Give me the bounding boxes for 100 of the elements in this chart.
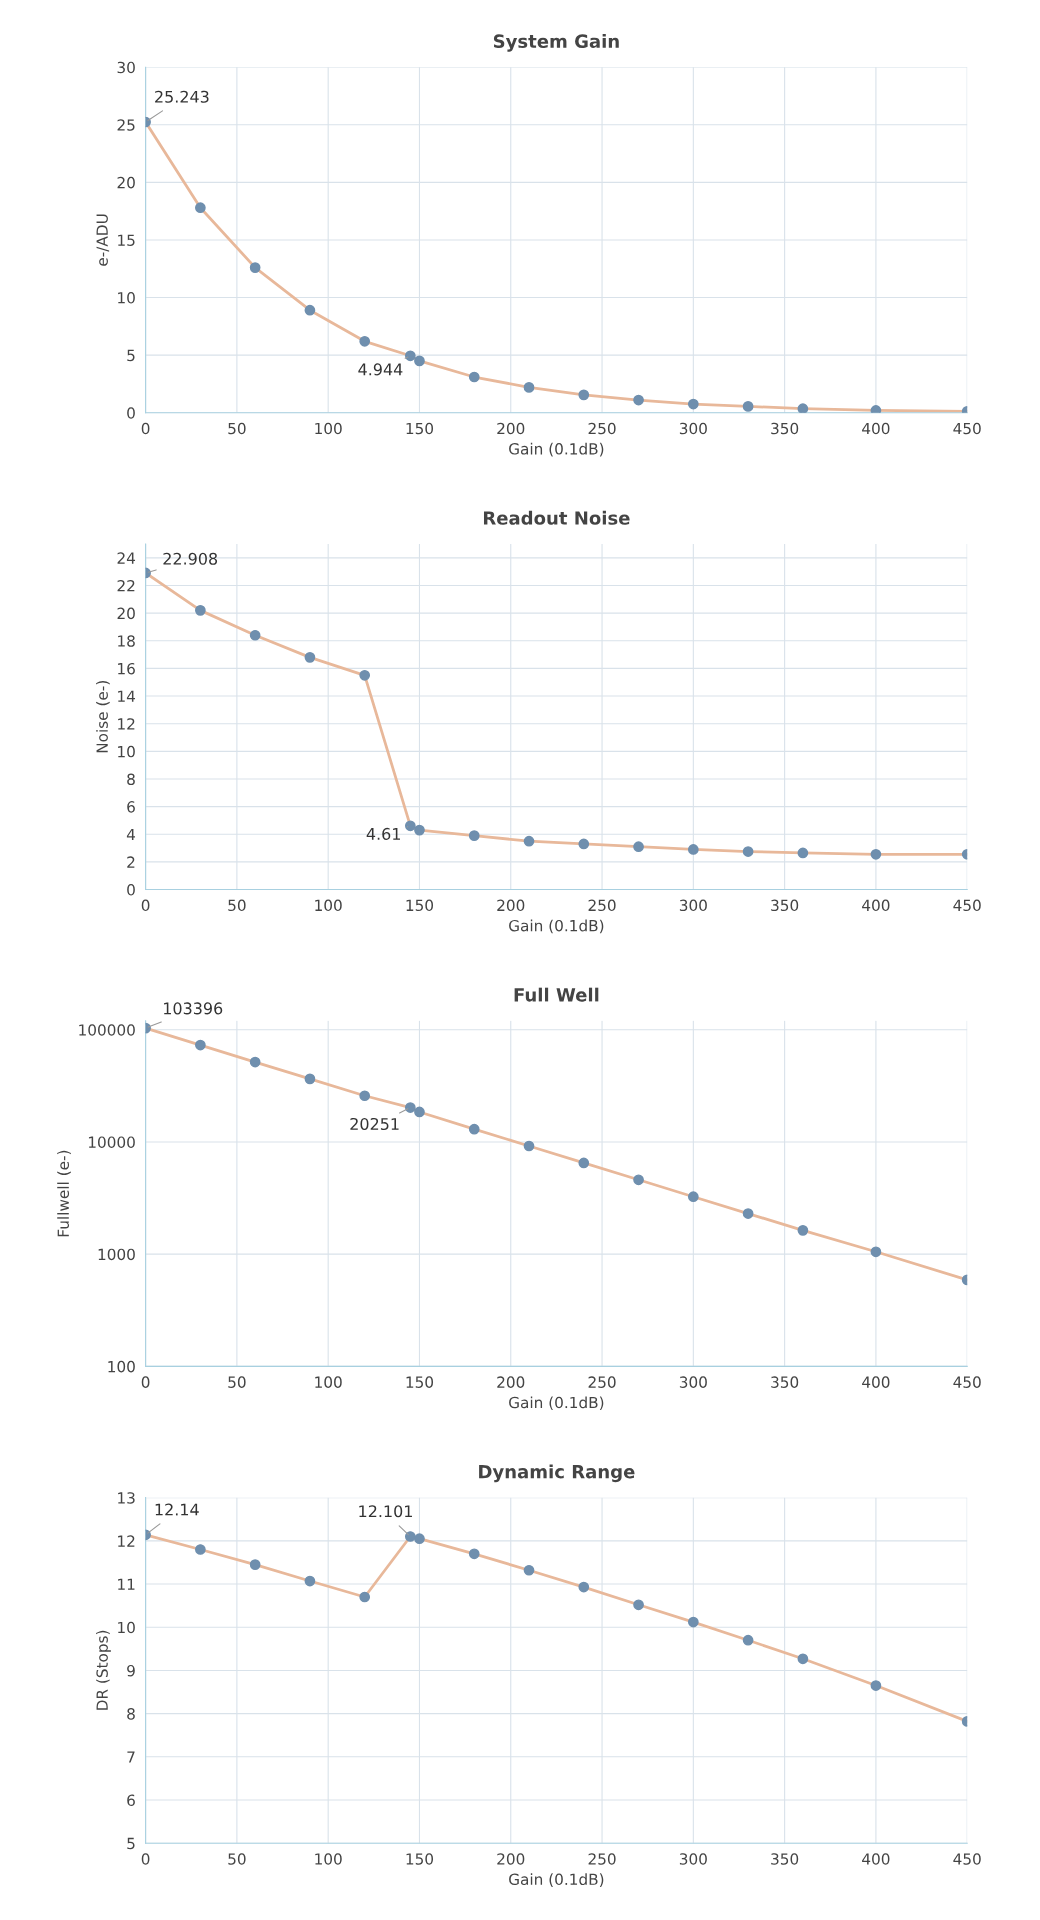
x-tick-label: 350 (771, 1853, 799, 1865)
point (468, 371, 480, 383)
data-label: 12.14 (155, 1503, 199, 1516)
x-tick-label: 200 (497, 422, 525, 435)
point (797, 1224, 809, 1236)
point (578, 1581, 590, 1593)
point (687, 1191, 699, 1203)
data-label: 103396 (164, 1002, 223, 1015)
y-tick-label: 11 (118, 1578, 135, 1590)
x-axis-title: Gain (0.1dB) (509, 919, 604, 934)
point (468, 1123, 480, 1135)
y-axis-title: Noise (e-) (96, 681, 110, 753)
x-tick-label: 0 (141, 1376, 150, 1388)
y-tick-label: 6 (127, 801, 135, 813)
point (304, 652, 316, 663)
x-tick-label: 50 (228, 1376, 246, 1388)
data-label: 4.944 (358, 363, 403, 376)
x-tick-label: 350 (771, 1376, 799, 1388)
y-tick-label: 6 (127, 1794, 135, 1807)
point (687, 1616, 699, 1628)
point (195, 1544, 206, 1555)
point (523, 835, 535, 847)
y-tick-label: 15 (118, 234, 135, 246)
y-tick-label: 7 (127, 1751, 135, 1763)
point (414, 1106, 425, 1118)
x-tick-label: 400 (862, 899, 890, 912)
point (870, 1246, 882, 1258)
point (633, 1174, 644, 1186)
x-tick-label: 450 (953, 899, 981, 912)
chart-title: Dynamic Range (479, 1464, 635, 1483)
point (468, 830, 480, 842)
y-tick-label: 8 (127, 773, 135, 785)
point (359, 1090, 371, 1102)
y-tick-label: 0 (127, 407, 135, 419)
chart-title: System Gain (493, 34, 619, 52)
x-tick-label: 150 (406, 422, 434, 435)
x-tick-label: 200 (497, 1853, 525, 1865)
point (404, 350, 416, 362)
x-tick-label: 50 (228, 1853, 246, 1865)
y-tick-label: 1000 (98, 1248, 135, 1261)
x-tick-label: 300 (679, 1376, 707, 1388)
point (468, 1548, 480, 1560)
x-axis-title: Gain (0.1dB) (509, 1396, 604, 1411)
point (359, 669, 371, 681)
point (249, 629, 261, 641)
point (359, 1591, 371, 1603)
point (742, 846, 754, 857)
y-tick-label: 18 (118, 635, 135, 647)
point (797, 847, 809, 859)
x-tick-label: 150 (406, 899, 434, 912)
x-tick-label: 0 (141, 899, 150, 912)
point (633, 394, 644, 406)
y-tick-label: 10000 (88, 1136, 135, 1148)
y-tick-label: 10 (118, 292, 135, 304)
data-label: 20251 (350, 1117, 399, 1131)
y-tick-label: 13 (118, 1492, 135, 1504)
x-tick-label: 400 (862, 1376, 890, 1388)
y-tick-label: 16 (118, 662, 135, 675)
y-tick-label: 30 (117, 61, 135, 74)
x-tick-label: 0 (141, 1853, 150, 1865)
x-tick-label: 450 (953, 422, 981, 435)
x-tick-label: 350 (771, 899, 799, 912)
y-tick-label: 0 (127, 884, 135, 896)
y-tick-label: 14 (118, 690, 136, 702)
x-tick-label: 150 (406, 1853, 434, 1865)
y-tick-label: 24 (117, 552, 136, 564)
point (195, 605, 206, 616)
y-tick-label: 12 (118, 718, 135, 730)
y-tick-label: 4 (126, 828, 136, 841)
y-tick-label: 20 (117, 176, 135, 189)
y-tick-label: 2 (127, 856, 135, 868)
point (687, 398, 699, 410)
point (797, 403, 809, 413)
data-label: 25.243 (155, 90, 209, 103)
x-tick-label: 300 (679, 422, 707, 435)
point (404, 1531, 416, 1542)
point (742, 401, 754, 412)
point (578, 389, 590, 401)
point (195, 202, 206, 214)
y-tick-label: 5 (127, 1837, 135, 1850)
point (414, 824, 425, 836)
y-tick-label: 12 (118, 1535, 135, 1547)
x-tick-label: 250 (588, 899, 616, 912)
point (359, 335, 371, 347)
point (249, 262, 261, 273)
point (797, 1653, 809, 1665)
x-tick-label: 400 (862, 422, 890, 435)
data-label: 22.908 (163, 552, 218, 565)
x-tick-label: 100 (315, 899, 342, 912)
y-tick-label: 10 (118, 1621, 135, 1634)
point (742, 1634, 754, 1646)
point (304, 1575, 316, 1587)
y-tick-label: 5 (127, 349, 135, 362)
point (414, 1533, 425, 1545)
y-tick-label: 25 (117, 119, 135, 131)
point (870, 848, 882, 860)
x-tick-label: 300 (679, 899, 707, 912)
x-tick-label: 250 (588, 1376, 616, 1388)
x-tick-label: 250 (588, 422, 616, 435)
point (742, 1208, 754, 1219)
